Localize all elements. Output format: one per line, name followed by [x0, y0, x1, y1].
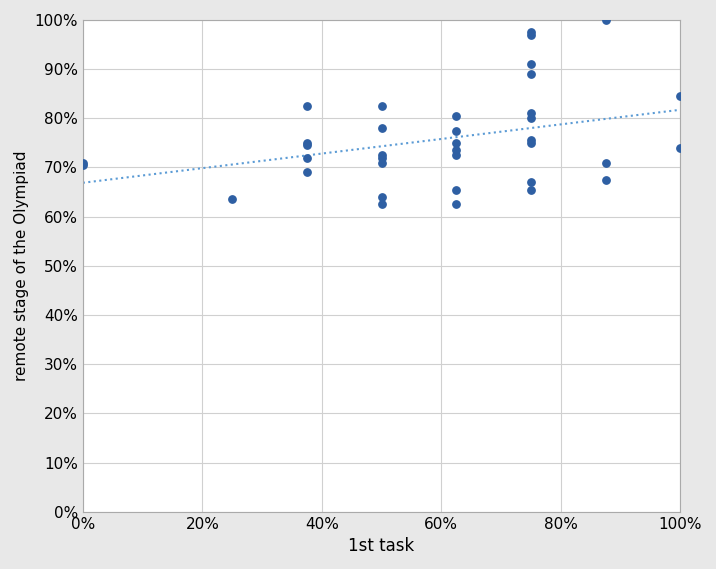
Point — [526, 69, 537, 79]
Point — [450, 138, 462, 147]
Point — [526, 109, 537, 118]
Point — [376, 151, 387, 160]
Y-axis label: remote stage of the Olympiad: remote stage of the Olympiad — [14, 151, 29, 381]
Point — [450, 126, 462, 135]
Point — [301, 153, 313, 162]
Point — [301, 141, 313, 150]
Point — [450, 200, 462, 209]
Point — [526, 138, 537, 147]
Point — [526, 30, 537, 39]
Point — [600, 15, 611, 24]
Point — [526, 185, 537, 194]
Point — [450, 185, 462, 194]
Point — [674, 92, 686, 101]
Point — [450, 146, 462, 155]
Point — [600, 175, 611, 184]
Point — [526, 60, 537, 69]
Point — [600, 158, 611, 167]
Point — [526, 136, 537, 145]
Point — [301, 168, 313, 177]
Point — [301, 138, 313, 147]
Point — [674, 143, 686, 152]
Point — [301, 101, 313, 110]
X-axis label: 1st task: 1st task — [349, 537, 415, 555]
Point — [526, 178, 537, 187]
Point — [376, 123, 387, 133]
Point — [376, 158, 387, 167]
Point — [526, 28, 537, 37]
Point — [450, 151, 462, 160]
Point — [526, 114, 537, 123]
Point — [376, 192, 387, 201]
Point — [376, 200, 387, 209]
Point — [450, 111, 462, 120]
Point — [77, 160, 89, 170]
Point — [226, 195, 238, 204]
Point — [77, 158, 89, 167]
Point — [376, 153, 387, 162]
Point — [376, 101, 387, 110]
